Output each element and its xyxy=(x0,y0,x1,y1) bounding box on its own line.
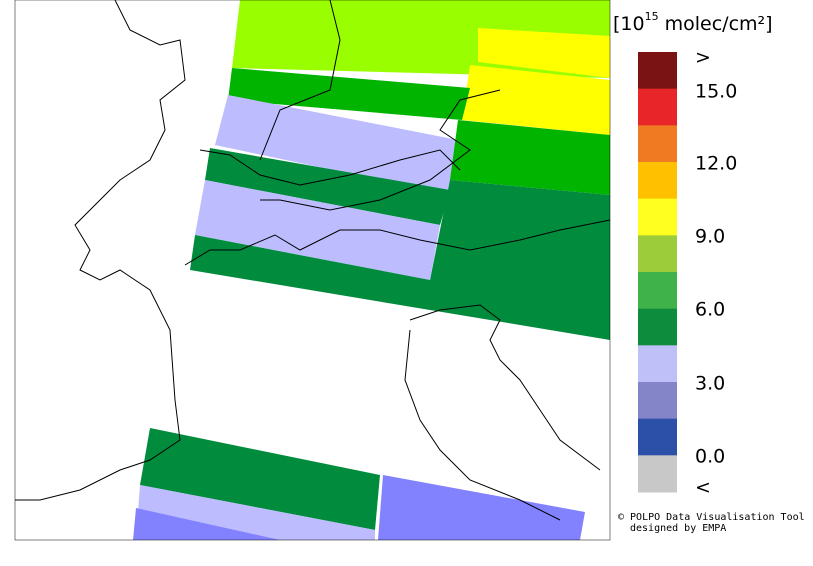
colorbar-swatch xyxy=(638,308,677,346)
swaths xyxy=(133,0,610,540)
colorbar-swatch xyxy=(638,125,677,163)
colorbar-label: 0.0 xyxy=(695,446,725,468)
title-part: molec/cm²] xyxy=(659,13,773,35)
colorbar-label: 15.0 xyxy=(695,81,737,103)
colorbar-swatch xyxy=(638,52,677,90)
borders xyxy=(14,0,611,541)
colorbar-swatch xyxy=(638,418,677,456)
colorbar-title: [1015 molec/cm²] xyxy=(613,10,773,35)
colorbar-label: 6.0 xyxy=(695,299,725,321)
colorbar-swatch xyxy=(638,162,677,200)
colorbar-label: > xyxy=(695,47,711,69)
colorbar-label: 9.0 xyxy=(695,226,725,248)
colorbar-swatch xyxy=(638,88,677,126)
colorbar-swatch xyxy=(638,198,677,236)
colorbar-label: < xyxy=(695,477,711,499)
colorbar-swatch xyxy=(638,455,677,493)
colorbar-label: 12.0 xyxy=(695,153,737,175)
title-exponent: 15 xyxy=(645,10,659,23)
colorbar-swatch xyxy=(638,382,677,420)
colorbar-swatch xyxy=(638,272,677,310)
colorbar-swatch xyxy=(638,345,677,383)
colorbar-label: 3.0 xyxy=(695,373,725,395)
colorbar xyxy=(638,52,677,493)
title-part: [10 xyxy=(613,13,645,35)
credit: designed by EMPA xyxy=(630,523,726,534)
credit: © POLPO Data Visualisation Tool xyxy=(618,512,805,523)
colorbar-swatch xyxy=(638,235,677,273)
